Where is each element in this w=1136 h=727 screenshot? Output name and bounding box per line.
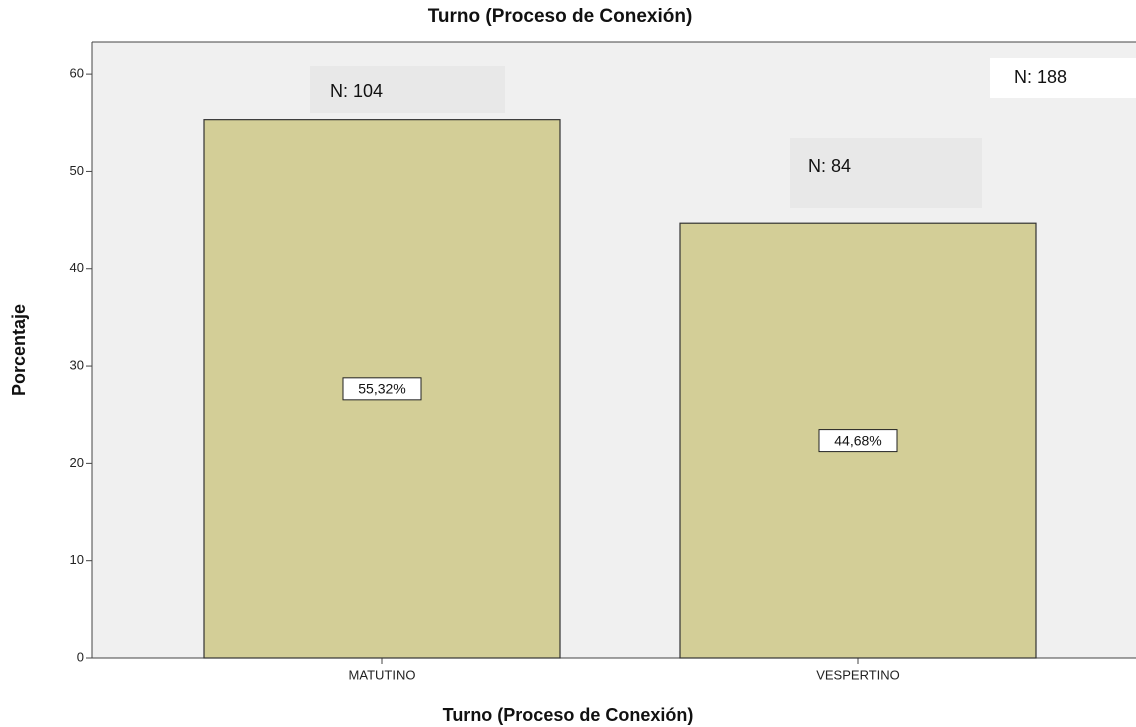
y-tick-label: 10 — [70, 552, 84, 567]
chart-title: Turno (Proceso de Conexión) — [428, 6, 693, 27]
annotation: N: 84 — [808, 156, 851, 176]
x-tick-label: MATUTINO — [349, 667, 416, 682]
y-tick-label: 40 — [70, 260, 84, 275]
y-tick-label: 0 — [77, 649, 84, 664]
annotation-box — [310, 66, 505, 113]
y-tick-label: 50 — [70, 163, 84, 178]
x-axis-title: Turno (Proceso de Conexión) — [443, 705, 694, 725]
x-tick-label: VESPERTINO — [816, 667, 900, 682]
annotation-box — [790, 138, 982, 208]
value-label: 55,32% — [358, 381, 405, 397]
annotation: N: 104 — [330, 81, 383, 101]
y-tick-label: 20 — [70, 455, 84, 470]
annotation-box — [990, 58, 1136, 98]
annotation: N: 188 — [1014, 67, 1067, 87]
y-tick-label: 30 — [70, 357, 84, 372]
y-axis-title: Porcentaje — [9, 304, 29, 396]
value-label-box — [342, 377, 422, 401]
value-label-box — [818, 429, 898, 453]
value-label: 44,68% — [834, 432, 881, 448]
y-tick-label: 60 — [70, 66, 84, 81]
